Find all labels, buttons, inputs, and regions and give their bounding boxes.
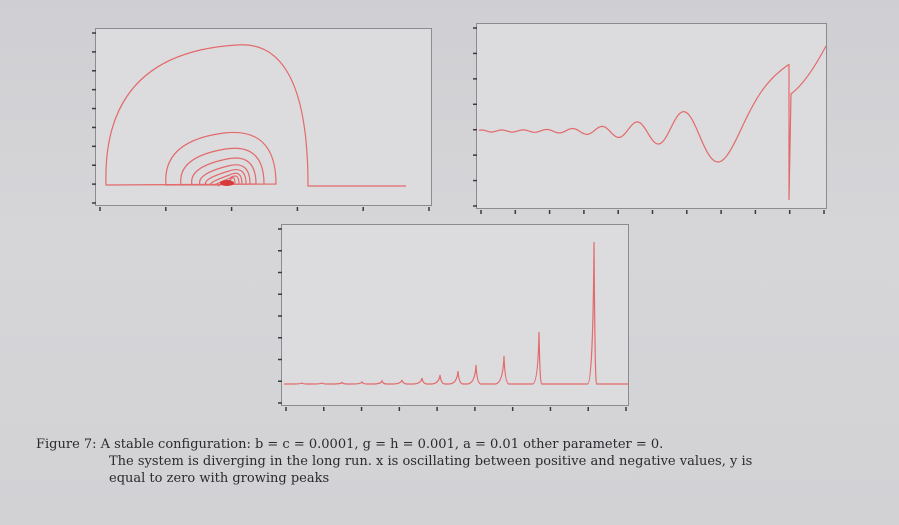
caption-line-1: A stable configuration: b = c = 0.0001, … [100,437,664,452]
phase-attractor-point [220,180,234,186]
y-time-series-svg [278,228,628,411]
x-time-series-plot [473,23,827,214]
phase-portrait-svg [92,32,430,211]
x-time-series-svg [473,27,827,214]
figure-caption: Figure 7: A stable configuration: b = c =… [36,436,886,487]
caption-line-3: equal to zero with growing peaks [109,471,330,486]
y-series-line [284,241,628,385]
y-time-series-plot [278,224,629,411]
figure-label: Figure 7: [36,437,97,452]
phase-portrait-plot [92,28,432,211]
x-series-line [478,45,827,201]
caption-line-2: The system is diverging in the long run.… [109,454,753,469]
phase-curve [105,44,406,187]
